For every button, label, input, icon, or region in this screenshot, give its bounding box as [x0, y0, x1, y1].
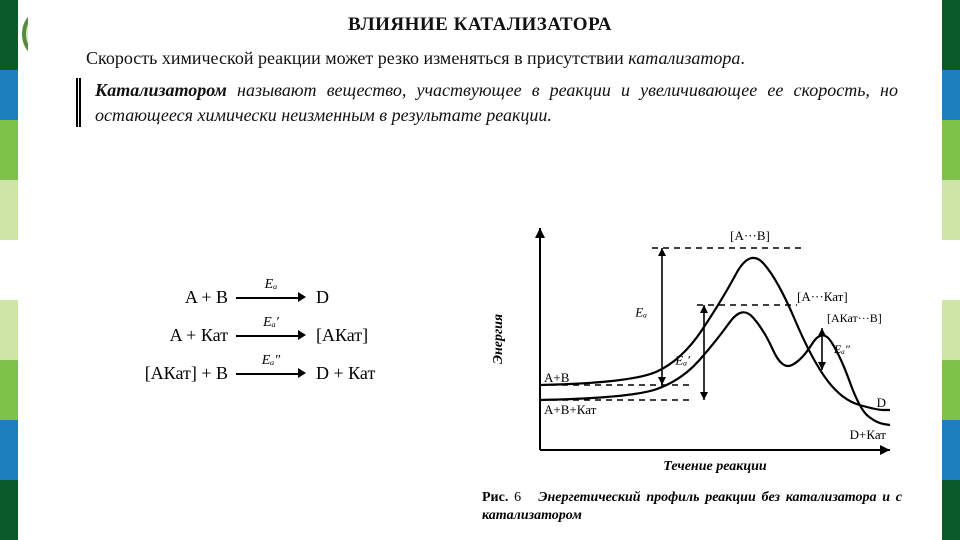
energy-profile-chart: Течение реакции Энергия [A···B] [A···Кат] [A… — [482, 210, 902, 478]
equation-list: A + BEₐD A + КатEₐ′[AКат] [AКат] + BEₐ″D +… — [98, 280, 458, 395]
eq-rhs: [AКат] — [306, 318, 368, 352]
eq-lhs: A + Кат — [98, 318, 236, 352]
equation-row: [AКат] + BEₐ″D + Кат — [98, 356, 458, 390]
svg-text:[A···B]: [A···B] — [730, 228, 770, 243]
svg-text:Энергия: Энергия — [491, 314, 506, 364]
svg-text:D+Кат: D+Кат — [850, 427, 887, 442]
svg-text:A+B+Кат: A+B+Кат — [544, 402, 597, 417]
svg-text:A+B: A+B — [544, 370, 570, 385]
slide: ВЛИЯНИЕ КАТАЛИЗАТОРА Скорость химической… — [0, 0, 960, 540]
caption-prefix: Рис. — [482, 490, 508, 505]
eq-rhs: D + Кат — [306, 356, 375, 390]
lower-region: A + BEₐDA + КатEₐ′[AКат][AКат] + BEₐ″D +… — [58, 210, 902, 532]
definition-block: Катализатором называют вещество, участву… — [76, 78, 898, 127]
caption-number: 6 — [514, 490, 521, 505]
svg-text:D: D — [877, 395, 886, 410]
intro-text: Скорость химической реакции может резко … — [86, 48, 745, 68]
equation-row: A + BEₐD — [98, 280, 458, 314]
eq-rhs: D — [306, 280, 329, 314]
svg-text:Eₐ′: Eₐ′ — [674, 353, 690, 368]
page-title: ВЛИЯНИЕ КАТАЛИЗАТОРА — [28, 14, 932, 36]
eq-lhs: A + B — [98, 280, 236, 314]
figure-caption: Рис. 6 Энергетический профиль реакции бе… — [482, 489, 902, 524]
caption-text: Энергетический профиль реакции без катал… — [482, 490, 902, 523]
svg-text:Eₐ″: Eₐ″ — [833, 342, 851, 356]
content-area: ВЛИЯНИЕ КАТАЛИЗАТОРА Скорость химической… — [28, 0, 932, 540]
energy-chart-wrap: Течение реакции Энергия [A···B] [A···Кат] [A… — [482, 210, 902, 524]
equation-row: A + КатEₐ′[AКат] — [98, 318, 458, 352]
decor-stripe-left — [0, 0, 18, 540]
svg-text:[AКат···B]: [AКат···B] — [827, 311, 882, 325]
eq-lhs: [AКат] + B — [98, 356, 236, 390]
decor-stripe-right — [942, 0, 960, 540]
intro-paragraph: Скорость химической реакции может резко … — [58, 46, 902, 70]
arrow-icon: Eₐ′ — [236, 324, 306, 346]
svg-text:Eₐ: Eₐ — [634, 305, 647, 320]
arrow-icon: Eₐ — [236, 286, 306, 308]
arrow-icon: Eₐ″ — [236, 362, 306, 384]
svg-text:[A···Кат]: [A···Кат] — [797, 289, 848, 304]
svg-text:Течение реакции: Течение реакции — [663, 459, 767, 474]
